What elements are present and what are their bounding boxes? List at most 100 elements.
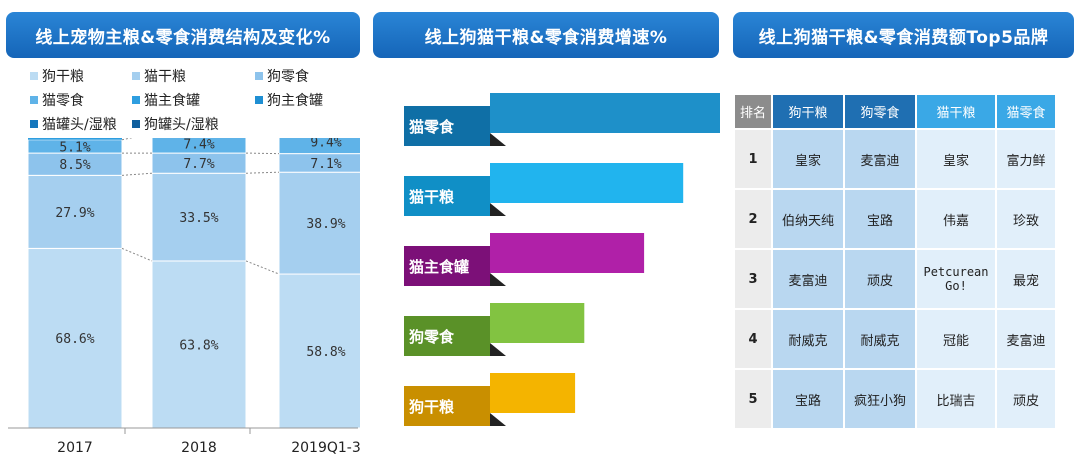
col-header-dog-snack: 狗零食 <box>845 95 915 128</box>
connector-line <box>245 260 280 275</box>
legend-swatch <box>30 96 38 104</box>
table-cell: 伯纳天纯 <box>773 190 843 248</box>
legend-swatch <box>132 96 140 104</box>
legend-swatch <box>30 120 38 128</box>
table-cell: 比瑞吉 <box>917 370 995 428</box>
legend-label: 猫主食罐 <box>144 93 200 109</box>
fold-shadow <box>490 343 506 356</box>
data-label: 27.9% <box>55 206 94 221</box>
table-cell: 疯狂小狗 <box>845 370 915 428</box>
data-label: 63.8% <box>179 338 218 353</box>
panel3-header: 线上狗猫干粮&零食消费额Top5品牌 <box>733 12 1074 58</box>
category-label: 狗零食 <box>409 328 455 346</box>
col-header-dog-dry: 狗干粮 <box>773 95 843 128</box>
table-cell: Petcurean Go! <box>917 250 995 308</box>
legend-item: 猫干粮 <box>132 66 186 86</box>
fold-shadow <box>490 133 506 146</box>
panel1-header: 线上宠物主粮&零食消费结构及变化% <box>6 12 360 58</box>
stack-segment <box>151 138 247 154</box>
category-tab <box>404 246 490 286</box>
category-tab <box>404 386 490 426</box>
category-tab <box>404 316 490 356</box>
legend-item: 狗主食罐 <box>255 90 323 110</box>
category-tab <box>404 176 490 216</box>
connector-line <box>121 172 153 176</box>
legend-item: 狗干粮 <box>30 66 84 86</box>
growth-bar <box>490 233 645 273</box>
stack-segment <box>151 260 247 429</box>
legend-swatch <box>30 72 38 80</box>
panel2-header: 线上狗猫干粮&零食消费增速% <box>373 12 719 58</box>
stack-segment <box>278 138 360 155</box>
table-header-row: 排名 狗干粮 狗零食 猫干粮 猫零食 <box>735 95 1055 128</box>
table-cell: 富力鲜 <box>997 130 1055 188</box>
rank-cell: 5 <box>735 370 771 428</box>
legend-swatch <box>132 72 140 80</box>
data-label: 9.4% <box>310 138 341 150</box>
growth-bar <box>490 303 585 343</box>
legend-item: 狗罐头/湿粮 <box>132 114 219 134</box>
x-tick-label: 2019Q1-3 <box>291 440 360 456</box>
table-row: 2 伯纳天纯 宝路 伟嘉 珍致 <box>735 190 1055 248</box>
table-cell: 伟嘉 <box>917 190 995 248</box>
data-label: 7.4% <box>183 138 214 152</box>
category-label: 猫主食罐 <box>409 258 469 276</box>
stack-segment <box>27 247 123 429</box>
legend-label: 狗罐头/湿粮 <box>144 117 219 133</box>
table-cell: 耐威克 <box>773 310 843 368</box>
table-cell: 冠能 <box>917 310 995 368</box>
category-label: 猫干粮 <box>409 188 455 206</box>
col-header-cat-dry: 猫干粮 <box>917 95 995 128</box>
legend-item: 猫主食罐 <box>132 90 200 110</box>
legend-label: 猫零食 <box>42 93 84 109</box>
fold-shadow <box>490 413 506 426</box>
table-cell: 宝路 <box>773 370 843 428</box>
data-label: 7.1% <box>310 157 341 172</box>
legend-label: 狗主食罐 <box>267 93 323 109</box>
x-tick-label: 2018 <box>181 440 217 456</box>
table-cell: 麦富迪 <box>773 250 843 308</box>
fold-shadow <box>490 273 506 286</box>
growth-bar <box>490 93 720 133</box>
legend-item: 猫零食 <box>30 90 84 110</box>
legend-label: 狗干粮 <box>42 69 84 85</box>
table-cell: 顽皮 <box>997 370 1055 428</box>
x-tick-label: 2017 <box>57 440 93 456</box>
data-label: 68.6% <box>55 332 94 347</box>
rank-cell: 3 <box>735 250 771 308</box>
rank-cell: 2 <box>735 190 771 248</box>
stack-segment <box>27 174 123 249</box>
legend-label: 猫罐头/湿粮 <box>42 117 117 133</box>
data-label: 8.5% <box>59 158 90 173</box>
table-row: 3 麦富迪 顽皮 Petcurean Go! 最宠 <box>735 250 1055 308</box>
stack-segment <box>278 273 360 429</box>
table-cell: 麦富迪 <box>845 130 915 188</box>
data-label: 33.5% <box>179 211 218 226</box>
col-header-cat-snack: 猫零食 <box>997 95 1055 128</box>
table-row: 5 宝路 疯狂小狗 比瑞吉 顽皮 <box>735 370 1055 428</box>
table-cell: 皇家 <box>917 130 995 188</box>
legend-label: 猫干粮 <box>144 69 186 85</box>
table-cell: 最宠 <box>997 250 1055 308</box>
data-label: 58.8% <box>306 345 345 360</box>
connector-line <box>121 138 134 141</box>
connector-line <box>121 247 153 262</box>
stacked-bar-chart: 68.6% 27.9% 8.5% 5.1% 2017 63.8% 33.5% 7.7% 7.4%… <box>8 138 360 456</box>
table-row: 1 皇家 麦富迪 皇家 富力鲜 <box>735 130 1055 188</box>
col-header-rank: 排名 <box>735 95 771 128</box>
table-cell: 皇家 <box>773 130 843 188</box>
legend-swatch <box>132 120 140 128</box>
data-label: 7.7% <box>183 157 214 172</box>
rank-cell: 4 <box>735 310 771 368</box>
table-cell: 顽皮 <box>845 250 915 308</box>
table-cell: 珍致 <box>997 190 1055 248</box>
growth-bar <box>490 163 684 203</box>
table-cell: 耐威克 <box>845 310 915 368</box>
category-tab <box>404 106 490 146</box>
legend-item: 猫罐头/湿粮 <box>30 114 117 134</box>
rank-cell: 1 <box>735 130 771 188</box>
legend-label: 狗零食 <box>267 69 309 85</box>
top5-brand-table: 排名 狗干粮 狗零食 猫干粮 猫零食 1 皇家 麦富迪 皇家 富力鲜 2 伯纳天… <box>733 93 1057 430</box>
table-cell: 宝路 <box>845 190 915 248</box>
